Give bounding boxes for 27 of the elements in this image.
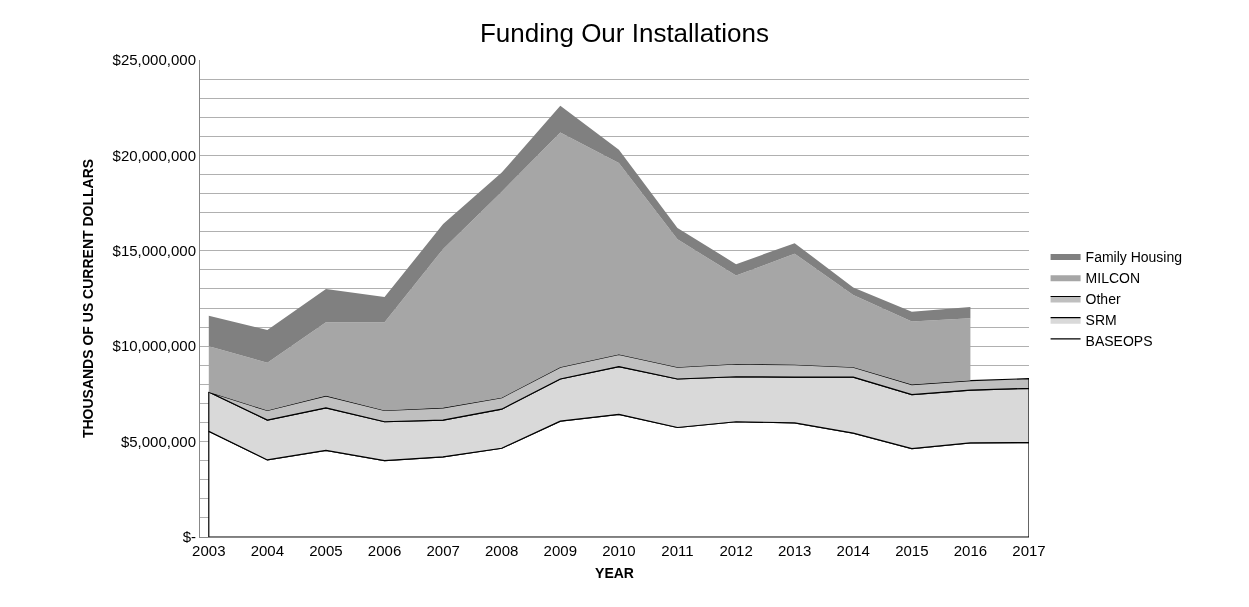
- x-axis-title: YEAR: [595, 565, 634, 582]
- y-tick-label: $25,000,000: [112, 51, 196, 69]
- x-tick-label: 2012: [719, 542, 753, 559]
- x-tick-label: 2009: [543, 542, 577, 559]
- x-tick-label: 2013: [777, 542, 812, 559]
- y-tick-label: $10,000,000: [112, 337, 196, 355]
- x-tick-label: 2010: [602, 542, 636, 559]
- x-tick-label: 2006: [367, 542, 402, 559]
- x-tick-label: 2005: [309, 542, 343, 559]
- legend-label: SRM: [1085, 312, 1117, 329]
- x-tick-label: 2008: [485, 542, 519, 559]
- x-tick-label: 2015: [895, 542, 929, 559]
- legend-label: Other: [1085, 290, 1121, 307]
- x-tick-label: 2011: [661, 542, 694, 559]
- y-tick-label: $20,000,000: [112, 146, 196, 164]
- legend-label: MILCON: [1085, 269, 1141, 286]
- x-tick-label: 2004: [250, 542, 285, 559]
- x-tick-label: 2016: [953, 542, 988, 559]
- x-tick-label: 2017: [1012, 542, 1046, 559]
- chart-title: Funding Our Installations: [479, 18, 770, 49]
- y-axis-title: THOUSANDS OF US CURRENT DOLLARS: [80, 158, 97, 439]
- x-tick-label: 2014: [836, 542, 870, 559]
- y-tick-label: $15,000,000: [112, 242, 196, 260]
- legend-label: Family Housing: [1085, 248, 1183, 265]
- text: BASEOPS: [1085, 333, 1153, 350]
- x-tick-label: 2007: [426, 542, 460, 559]
- y-tick-label: $5,000,000: [120, 432, 196, 450]
